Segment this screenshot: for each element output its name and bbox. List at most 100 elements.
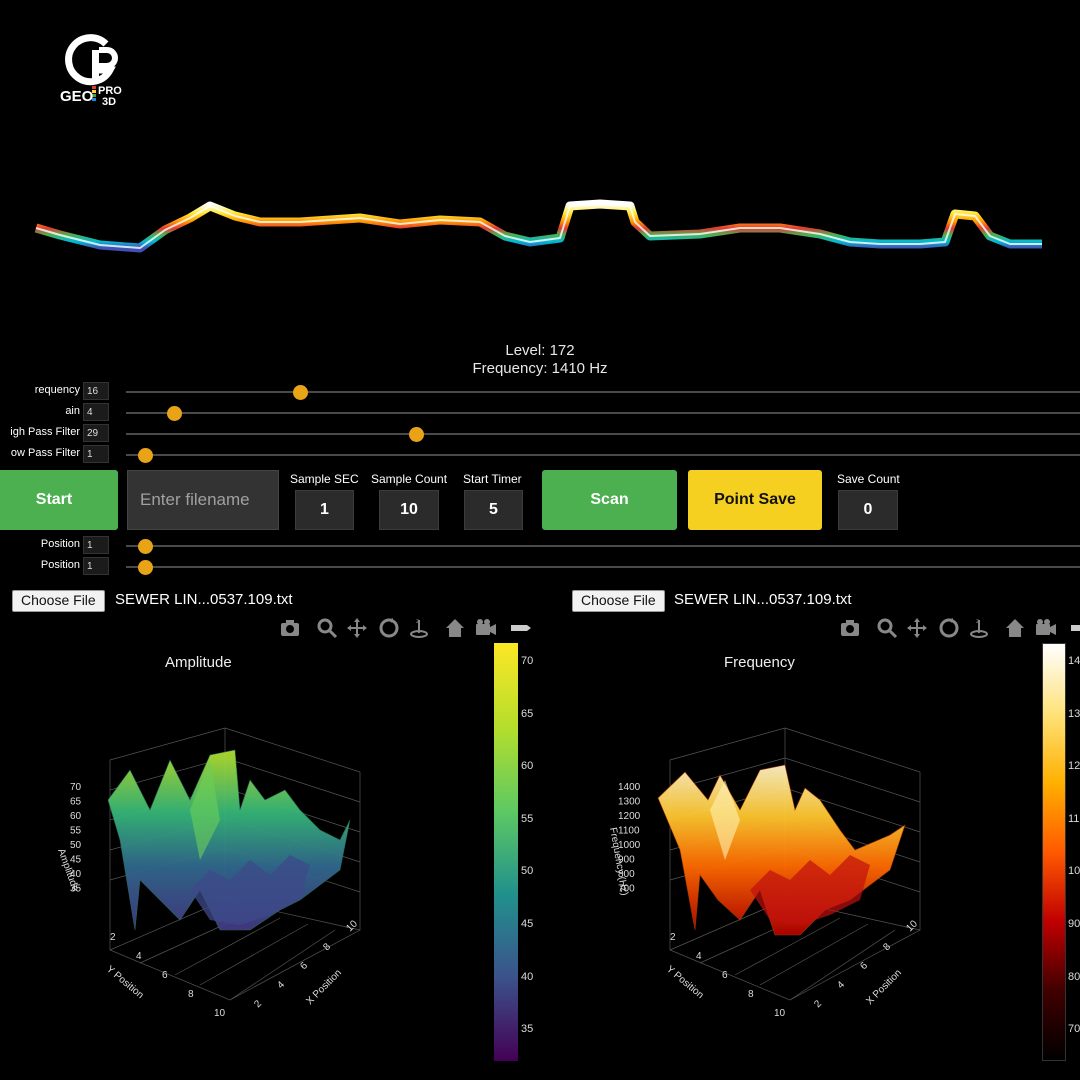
z-tick-label: 60 xyxy=(70,811,82,822)
param-slider-row-3: ow Pass Filter 1 xyxy=(0,445,1080,465)
frequency-colorbar xyxy=(1042,643,1066,1061)
choose-file-button-left[interactable]: Choose File xyxy=(12,590,105,612)
amplitude-colorbar xyxy=(494,643,518,1061)
filename-input[interactable] xyxy=(127,470,279,530)
param-slider-track[interactable] xyxy=(126,412,1080,414)
amplitude-orbit-icon[interactable] xyxy=(377,616,401,640)
colorbar-tick-label: 65 xyxy=(521,707,534,720)
position-slider-value[interactable]: 1 xyxy=(83,557,109,575)
sample-count-input[interactable]: 10 xyxy=(379,490,439,530)
x-tick-label: 6 xyxy=(298,960,310,972)
position-slider-value[interactable]: 1 xyxy=(83,536,109,554)
param-slider-value[interactable]: 1 xyxy=(83,445,109,463)
amplitude-tag-icon[interactable] xyxy=(509,616,533,640)
z-tick-label: 1100 xyxy=(618,826,640,837)
colorbar-tick-label: 13 xyxy=(1068,707,1080,720)
signal-waveform xyxy=(34,199,1042,253)
x-tick-label: 10 xyxy=(904,918,920,934)
param-slider-row-0: requency 16 xyxy=(0,382,1080,402)
frequency-camera-icon[interactable] xyxy=(838,616,862,640)
start-button[interactable]: Start xyxy=(0,470,118,530)
y-tick-label: 4 xyxy=(696,951,702,962)
colorbar-tick-label: 12 xyxy=(1068,760,1080,773)
x-tick-label: 6 xyxy=(858,960,870,972)
z-tick-label: 700 xyxy=(618,884,635,895)
colorbar-tick-label: 90 xyxy=(1068,918,1080,930)
point-save-button[interactable]: Point Save xyxy=(688,470,822,530)
z-tick-label: 900 xyxy=(618,855,635,866)
colorbar-tick-label: 11 xyxy=(1068,812,1080,825)
colorbar-tick-label: 70 xyxy=(521,655,534,667)
y-tick-label: 2 xyxy=(110,932,116,943)
z-tick-label: 800 xyxy=(618,869,635,880)
x-tick-label: 10 xyxy=(344,918,360,934)
y-tick-label: 6 xyxy=(722,970,728,981)
colorbar-tick-label: 40 xyxy=(521,970,534,983)
scan-button[interactable]: Scan xyxy=(542,470,677,530)
param-slider-label: igh Pass Filter xyxy=(10,426,80,438)
position-slider-label: Position xyxy=(40,538,80,550)
colorbar-tick-label: 80 xyxy=(1068,970,1080,983)
amplitude-camera-icon[interactable] xyxy=(278,616,302,640)
param-slider-thumb[interactable] xyxy=(409,427,425,442)
level-readout: Level: 172 xyxy=(505,342,575,359)
colorbar-tick-label: 10 xyxy=(1068,865,1080,878)
choose-file-button-right[interactable]: Choose File xyxy=(572,590,665,612)
param-slider-value[interactable]: 4 xyxy=(83,403,109,421)
param-slider-row-2: igh Pass Filter 29 xyxy=(0,424,1080,444)
param-slider-thumb[interactable] xyxy=(137,448,153,463)
position-slider-thumb[interactable] xyxy=(137,539,153,554)
sample-sec-input[interactable]: 1 xyxy=(295,490,354,530)
z-tick-label: 1000 xyxy=(618,840,641,851)
z-tick-label: 1400 xyxy=(618,782,641,793)
frequency-zoom-icon[interactable] xyxy=(875,616,899,640)
position-slider-thumb[interactable] xyxy=(137,560,153,575)
amplitude-turntable-icon[interactable]: z xyxy=(407,616,431,640)
param-slider-track[interactable] xyxy=(126,454,1080,456)
frequency-readout: Frequency: 1410 Hz xyxy=(472,360,608,377)
param-slider-label: ow Pass Filter xyxy=(10,447,80,459)
frequency-tag-icon[interactable] xyxy=(1069,616,1080,640)
z-tick-label: 50 xyxy=(70,840,82,851)
z-tick-label: 40 xyxy=(70,869,82,880)
amplitude-pan-icon[interactable] xyxy=(345,616,369,640)
y-tick-label: 2 xyxy=(670,932,676,943)
position-slider-label: Position xyxy=(40,559,80,571)
param-slider-track[interactable] xyxy=(126,391,1080,393)
colorbar-tick-label: 50 xyxy=(521,865,534,878)
colorbar-tick-label: 45 xyxy=(521,918,534,930)
frequency-pan-icon[interactable] xyxy=(905,616,929,640)
param-slider-value[interactable]: 29 xyxy=(83,424,109,442)
x-tick-label: 2 xyxy=(252,998,264,1010)
param-slider-thumb[interactable] xyxy=(292,385,308,400)
colorbar-tick-label: 35 xyxy=(521,1023,534,1036)
frequency-orbit-icon[interactable] xyxy=(937,616,961,640)
position-slider-track[interactable] xyxy=(126,545,1080,547)
y-tick-label: 10 xyxy=(774,1008,786,1019)
geopro-logo: GEO PRO 3D xyxy=(58,30,138,110)
z-tick-label: 1200 xyxy=(618,811,641,822)
y-tick-label: 8 xyxy=(748,989,754,1000)
amplitude-video-camera-icon[interactable] xyxy=(474,616,498,640)
x-tick-label: 2 xyxy=(812,998,824,1010)
position-slider-row-1: Position 1 xyxy=(0,557,1080,577)
frequency-plot-title: Frequency xyxy=(724,654,795,671)
position-slider-row-0: Position 1 xyxy=(0,536,1080,556)
frequency-video-camera-icon[interactable] xyxy=(1034,616,1058,640)
amplitude-home-icon[interactable] xyxy=(443,616,467,640)
param-slider-track[interactable] xyxy=(126,433,1080,435)
param-slider-value[interactable]: 16 xyxy=(83,382,109,400)
frequency-turntable-icon[interactable]: z xyxy=(967,616,991,640)
amplitude-zoom-icon[interactable] xyxy=(315,616,339,640)
colorbar-tick-label: 55 xyxy=(521,812,534,825)
position-slider-track[interactable] xyxy=(126,566,1080,568)
param-slider-thumb[interactable] xyxy=(166,406,182,421)
sample-sec-label: Sample SEC xyxy=(290,472,359,486)
frequency-home-icon[interactable] xyxy=(1003,616,1027,640)
frequency-xaxis-title: X Position xyxy=(864,968,904,1008)
colorbar-tick-label: 70 xyxy=(1068,1023,1080,1036)
start-timer-input[interactable]: 5 xyxy=(464,490,523,530)
z-tick-label: 70 xyxy=(70,782,82,793)
